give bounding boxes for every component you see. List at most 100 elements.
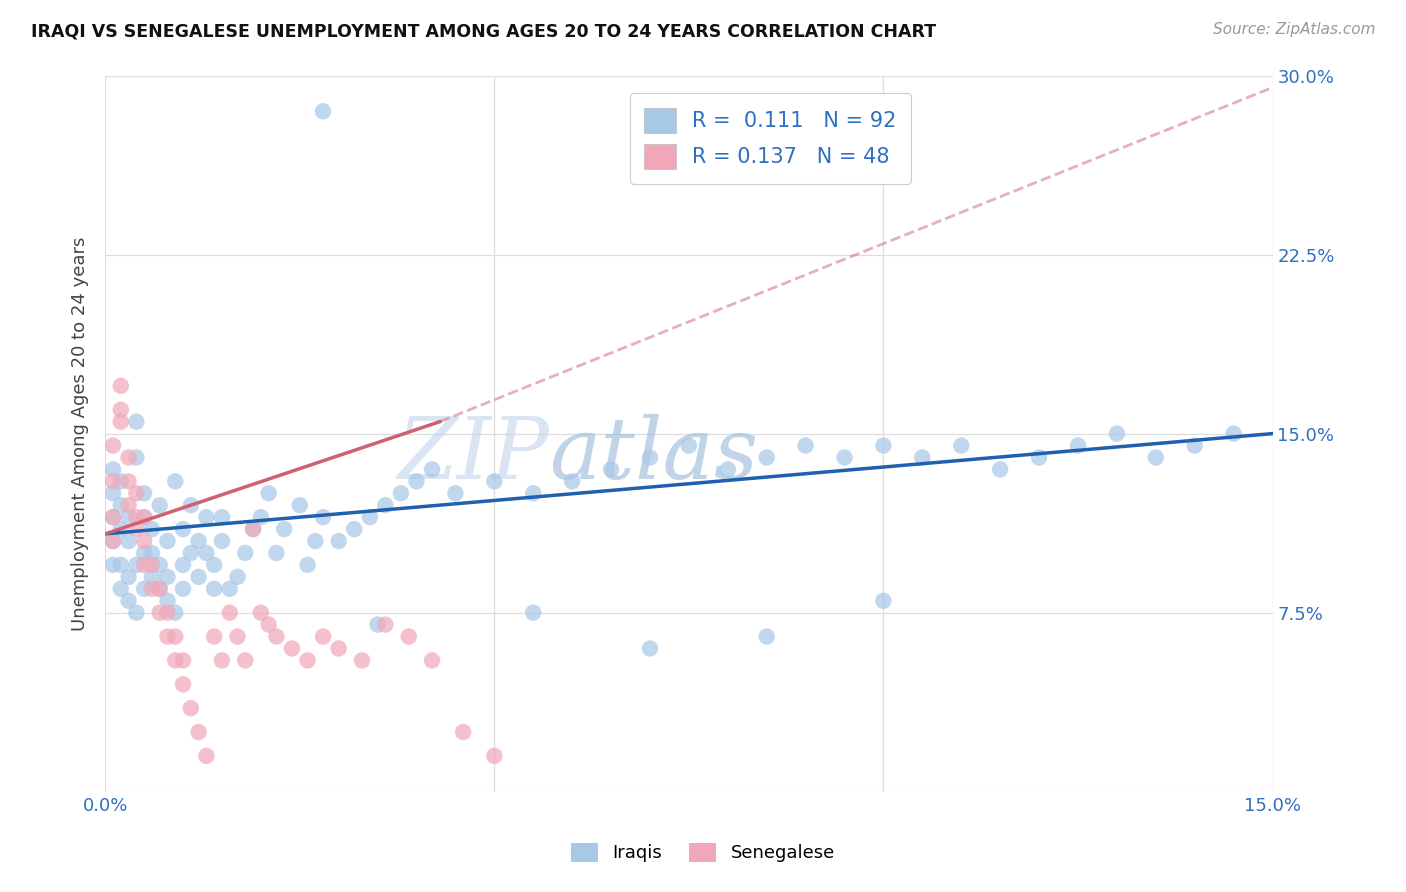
Point [420, 462, 443, 476]
Point [195, 748, 218, 763]
Point [134, 558, 156, 572]
Point [134, 486, 156, 500]
Point [172, 653, 194, 667]
Point [233, 653, 256, 667]
Point [180, 701, 202, 715]
Point [834, 450, 856, 465]
Point [125, 486, 148, 500]
Point [195, 546, 218, 560]
Text: ZIP: ZIP [396, 414, 548, 497]
Point [312, 104, 335, 119]
Point [405, 475, 427, 489]
Point [1105, 426, 1128, 441]
Point [117, 593, 139, 607]
Point [226, 630, 249, 644]
Point [117, 570, 139, 584]
Point [420, 653, 443, 667]
Point [872, 593, 894, 607]
Point [218, 606, 240, 620]
Point [312, 630, 335, 644]
Point [165, 475, 187, 489]
Point [149, 498, 172, 512]
Point [187, 534, 209, 549]
Point [211, 653, 233, 667]
Point [156, 534, 179, 549]
Point [678, 438, 700, 452]
Point [110, 415, 132, 429]
Point [266, 630, 288, 644]
Point [165, 630, 187, 644]
Point [141, 546, 163, 560]
Point [172, 582, 194, 596]
Legend: R =  0.111   N = 92, R = 0.137   N = 48: R = 0.111 N = 92, R = 0.137 N = 48 [630, 93, 911, 184]
Point [281, 641, 304, 656]
Point [101, 534, 124, 549]
Point [180, 498, 202, 512]
Point [484, 475, 506, 489]
Point [561, 475, 583, 489]
Point [312, 510, 335, 524]
Point [110, 402, 132, 417]
Point [374, 617, 396, 632]
Text: IRAQI VS SENEGALESE UNEMPLOYMENT AMONG AGES 20 TO 24 YEARS CORRELATION CHART: IRAQI VS SENEGALESE UNEMPLOYMENT AMONG A… [31, 22, 936, 40]
Point [250, 606, 273, 620]
Point [195, 510, 218, 524]
Point [101, 438, 124, 452]
Point [350, 653, 373, 667]
Point [125, 606, 148, 620]
Point [359, 510, 381, 524]
Point [172, 558, 194, 572]
Point [101, 462, 124, 476]
Point [156, 570, 179, 584]
Point [110, 582, 132, 596]
Point [180, 546, 202, 560]
Point [297, 558, 319, 572]
Point [156, 593, 179, 607]
Point [218, 582, 240, 596]
Point [250, 510, 273, 524]
Point [911, 450, 934, 465]
Point [125, 522, 148, 536]
Point [233, 546, 256, 560]
Point [141, 570, 163, 584]
Point [165, 606, 187, 620]
Point [141, 582, 163, 596]
Point [125, 558, 148, 572]
Point [451, 725, 474, 739]
Point [101, 534, 124, 549]
Point [134, 510, 156, 524]
Point [187, 725, 209, 739]
Point [257, 486, 280, 500]
Point [226, 570, 249, 584]
Point [110, 522, 132, 536]
Point [134, 510, 156, 524]
Point [638, 641, 661, 656]
Point [794, 438, 817, 452]
Point [117, 498, 139, 512]
Point [117, 475, 139, 489]
Point [266, 546, 288, 560]
Point [755, 450, 778, 465]
Point [172, 522, 194, 536]
Point [134, 534, 156, 549]
Point [110, 558, 132, 572]
Point [717, 462, 740, 476]
Point [1144, 450, 1167, 465]
Point [125, 415, 148, 429]
Point [149, 606, 172, 620]
Point [328, 641, 350, 656]
Point [101, 510, 124, 524]
Point [101, 475, 124, 489]
Point [125, 510, 148, 524]
Point [755, 630, 778, 644]
Point [202, 582, 225, 596]
Point [117, 510, 139, 524]
Point [257, 617, 280, 632]
Point [389, 486, 412, 500]
Point [1067, 438, 1090, 452]
Point [1184, 438, 1206, 452]
Point [101, 510, 124, 524]
Point [872, 438, 894, 452]
Point [297, 653, 319, 667]
Point [328, 534, 350, 549]
